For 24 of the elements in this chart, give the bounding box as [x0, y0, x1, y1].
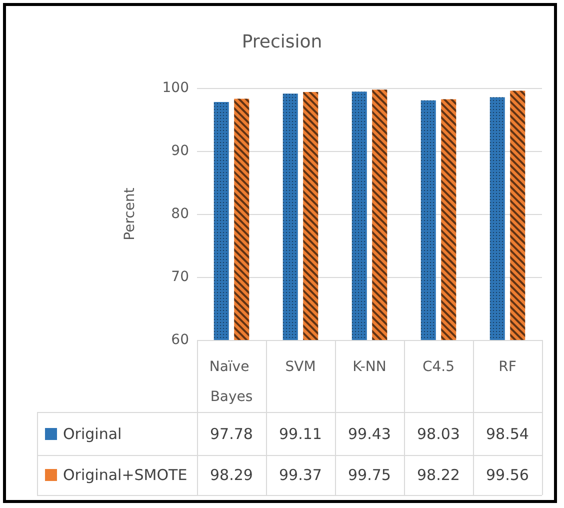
y-axis-title: Percent: [122, 187, 138, 240]
x-tick-label: SVM: [285, 359, 316, 375]
x-tick-label: RF: [498, 359, 516, 375]
y-tick-label: 100: [162, 80, 189, 96]
data-label: 98.54: [485, 424, 530, 444]
x-tick-label: Naïve Bayes: [209, 359, 254, 405]
data-label: 99.43: [347, 424, 392, 444]
legend-label: Original+SMOTE: [63, 466, 188, 484]
y-tick-label: 80: [171, 206, 189, 222]
x-tick-label: K-NN: [352, 359, 386, 375]
y-tick-label: 90: [171, 143, 189, 159]
x-tick-label: C4.5: [422, 359, 455, 375]
y-tick-label: 70: [171, 269, 189, 285]
data-label: 97.78: [209, 424, 254, 444]
data-label: 99.75: [347, 465, 392, 486]
legend-label: Original: [63, 424, 122, 442]
data-label: 99.37: [278, 465, 323, 486]
data-label: 98.03: [416, 424, 461, 444]
data-label: 99.11: [278, 424, 323, 444]
data-label: 98.29: [209, 465, 254, 486]
chart-title: Precision: [242, 32, 322, 52]
y-tick-label: 60: [171, 332, 189, 348]
data-label: 98.22: [416, 465, 461, 486]
data-label: 99.56: [485, 465, 530, 486]
